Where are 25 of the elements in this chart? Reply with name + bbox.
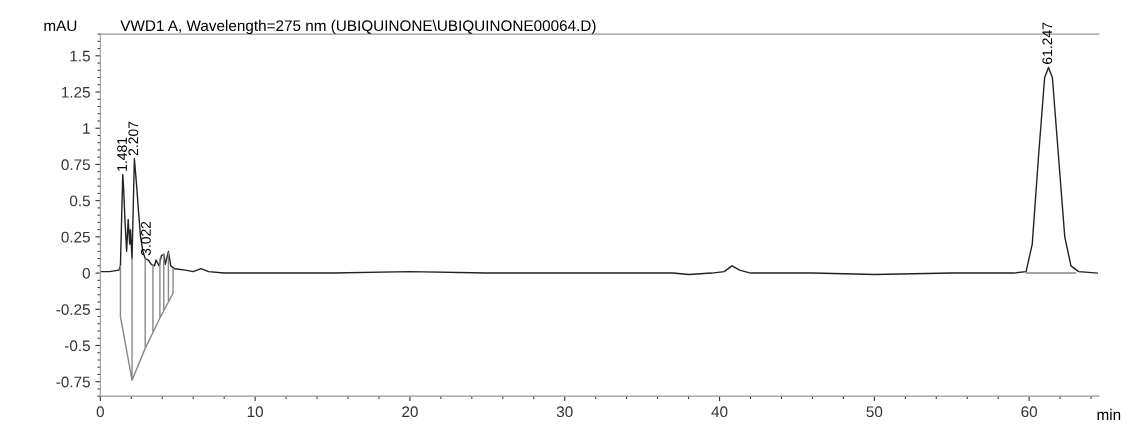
x-axis-title: min [1097, 408, 1121, 420]
y-tick-label: 0.5 [69, 195, 90, 207]
y-axis-title: mAU [44, 20, 77, 32]
annotation: 61.247 [1042, 22, 1053, 64]
x-tick-label: 60 [1021, 406, 1038, 418]
y-tick-label: 0.25 [61, 231, 90, 243]
annotation: 3.022 [140, 221, 151, 256]
y-tick-label: -0.25 [56, 304, 90, 315]
x-tick-label: 30 [556, 406, 573, 418]
x-tick-label: 0 [96, 406, 104, 418]
y-tick-label: 1.25 [62, 86, 90, 98]
y-tick-label: 1 [83, 123, 90, 134]
x-tick-label: 10 [247, 406, 264, 418]
y-tick-label: -0.5 [64, 340, 90, 352]
chart-title: VWD1 A, Wavelength=275 nm (UBIQUINONE\UBIQUINONE00064.D) [120, 19, 596, 35]
line-series [100, 66, 1098, 276]
annotation: 2.207 [128, 121, 139, 156]
y-tick-label: -0.75 [56, 376, 90, 388]
x-tick-label: 40 [711, 406, 728, 418]
y-tick-label: 1.5 [70, 50, 90, 62]
y-tick-label: 0.75 [61, 159, 90, 171]
x-tick-label: 50 [866, 406, 883, 418]
annotation: 1.481 [117, 137, 127, 171]
x-tick-label: 20 [402, 406, 418, 418]
y-tick-label: 0 [82, 267, 90, 279]
